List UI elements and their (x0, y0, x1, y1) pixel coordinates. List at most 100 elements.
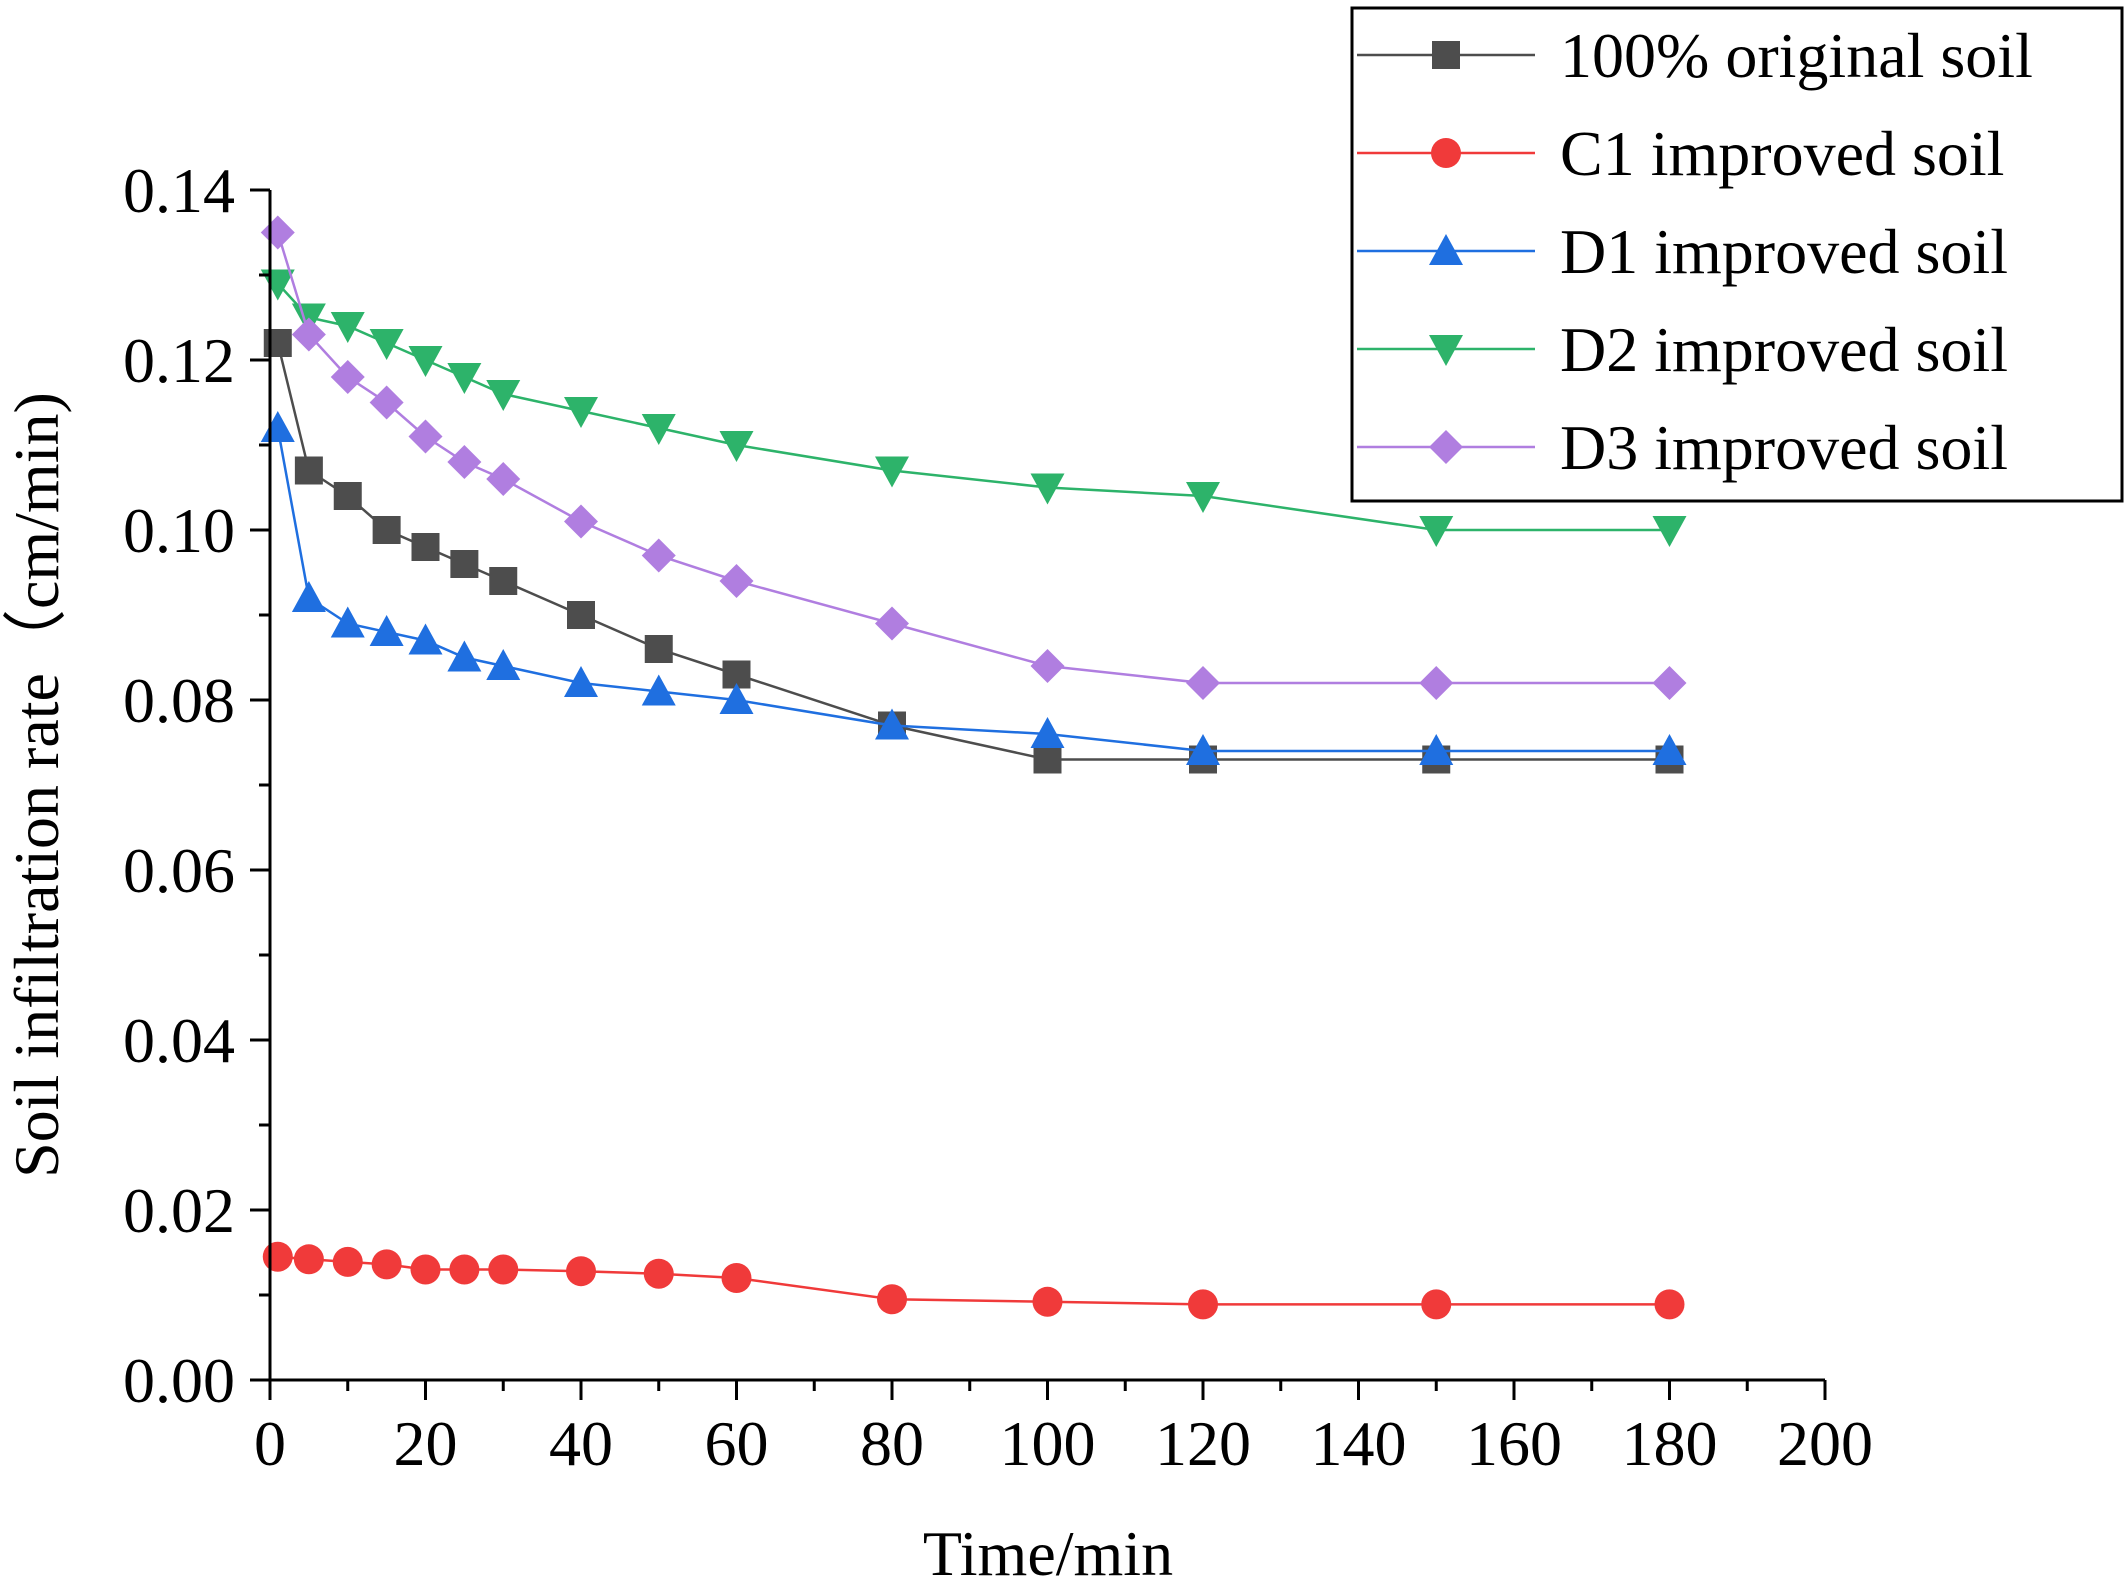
data-point (486, 380, 521, 411)
data-point (641, 538, 676, 573)
legend-box (1350, 6, 2124, 503)
data-point (641, 414, 676, 445)
data-point (1186, 666, 1220, 700)
data-point (719, 683, 754, 714)
data-point (260, 215, 295, 250)
legend-item: 100% original soil (1357, 20, 2033, 91)
data-point (262, 1241, 293, 1272)
x-tick-label: 80 (860, 1408, 924, 1479)
data-point (369, 329, 404, 360)
data-point (564, 504, 598, 539)
data-point (564, 397, 598, 428)
data-point (330, 606, 365, 638)
data-point (1033, 745, 1062, 774)
legend-marker (1429, 234, 1463, 265)
data-point (293, 1244, 324, 1275)
data-point (371, 1249, 402, 1280)
series-1 (263, 329, 1684, 774)
data-point (1654, 1289, 1685, 1320)
legend-item: D2 improved soil (1357, 314, 2008, 385)
data-point (567, 601, 595, 629)
x-tick-label: 200 (1777, 1408, 1873, 1479)
x-tick-label: 20 (394, 1408, 458, 1479)
data-point (408, 623, 443, 655)
data-point (877, 1284, 907, 1315)
data-point (411, 533, 440, 561)
data-point (721, 1263, 752, 1293)
data-point (294, 456, 323, 485)
data-point (1421, 1289, 1452, 1320)
data-point (486, 462, 521, 496)
x-tick-label: 160 (1466, 1408, 1562, 1479)
legend-item: D1 improved soil (1357, 216, 2008, 287)
x-tick-label: 60 (705, 1408, 769, 1479)
data-point (566, 1256, 596, 1287)
y-tick-label: 0.10 (123, 495, 235, 566)
data-point (643, 1258, 674, 1289)
data-point (330, 360, 365, 394)
data-point (1186, 734, 1220, 765)
y-tick-label: 0.14 (123, 155, 235, 226)
data-point (1419, 516, 1454, 547)
legend-marker (1431, 138, 1461, 168)
legend-marker (1429, 430, 1463, 464)
data-point (408, 419, 443, 454)
x-tick-label: 120 (1155, 1408, 1251, 1479)
data-point (488, 1254, 519, 1285)
data-point (291, 581, 326, 612)
y-tick-label: 0.08 (123, 665, 235, 736)
y-axis-title: Soil infiltration rate（cm/min) (1, 392, 72, 1178)
data-point (719, 431, 754, 462)
data-point (641, 674, 676, 706)
y-tick-label: 0.04 (123, 1005, 235, 1076)
x-tick-label: 100 (1000, 1408, 1096, 1479)
data-point (260, 411, 295, 442)
data-point (447, 445, 482, 479)
y-tick-label: 0.00 (123, 1345, 235, 1416)
legend-label: D2 improved soil (1560, 314, 2008, 385)
data-point (447, 363, 482, 394)
series-3 (260, 411, 1687, 765)
data-point (1652, 666, 1687, 700)
y-ticks: 0.00 0.02 0.04 0.06 0.08 0.10 0.12 0.14 (123, 155, 270, 1416)
legend-item: C1 improved soil (1357, 118, 2004, 189)
legend-label: D3 improved soil (1560, 412, 2008, 483)
legend-label: D1 improved soil (1560, 216, 2008, 287)
data-point (291, 317, 326, 352)
data-point (369, 385, 404, 420)
data-point (489, 567, 518, 595)
legend-item: D3 improved soil (1357, 412, 2008, 483)
data-point (263, 329, 292, 357)
data-point (330, 312, 365, 343)
data-point (875, 708, 909, 740)
legend-label: 100% original soil (1560, 20, 2033, 91)
x-ticks: 0 20 40 60 80 100 120 140 160 180 200 (254, 1380, 1873, 1479)
legend: 100% original soil C1 improved soil D1 imp… (1350, 6, 2124, 503)
data-point (1652, 734, 1687, 765)
x-tick-label: 140 (1311, 1408, 1407, 1479)
series-layer (260, 215, 1687, 1320)
data-point (410, 1254, 441, 1285)
data-point (644, 635, 673, 663)
series-line (277, 1255, 1670, 1306)
data-point (1030, 473, 1065, 505)
data-point (1032, 1286, 1063, 1317)
data-point (372, 516, 401, 544)
data-point (447, 640, 482, 672)
y-tick-label: 0.02 (123, 1175, 235, 1246)
series-2 (262, 1241, 1685, 1320)
data-point (1030, 649, 1065, 683)
data-point (333, 482, 362, 510)
data-point (1030, 717, 1065, 748)
data-point (1188, 1289, 1218, 1320)
legend-label: C1 improved soil (1560, 118, 2004, 189)
x-axis-title: Time/min (923, 1518, 1173, 1579)
series-5 (260, 215, 1687, 700)
x-tick-label: 0 (254, 1408, 286, 1479)
data-point (369, 615, 404, 646)
data-point (719, 564, 754, 598)
data-point (1186, 482, 1220, 513)
data-point (1419, 734, 1454, 765)
legend-marker (1429, 335, 1463, 366)
